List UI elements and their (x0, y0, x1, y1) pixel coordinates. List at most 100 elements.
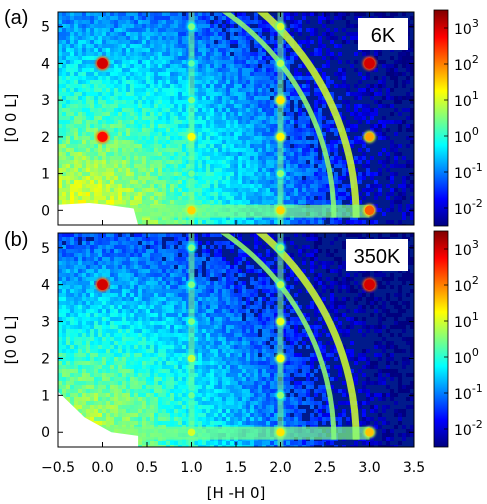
heatmap-pixel (318, 192, 322, 196)
heatmap-pixel (214, 32, 218, 36)
heatmap-pixel (106, 156, 110, 160)
heatmap-pixel (262, 56, 266, 60)
heatmap-pixel (338, 156, 342, 160)
heatmap-pixel (314, 88, 318, 92)
heatmap-pixel (162, 176, 166, 180)
heatmap-pixel (106, 184, 110, 188)
heatmap-pixel (214, 36, 218, 40)
heatmap-pixel (242, 192, 246, 196)
heatmap-pixel (170, 265, 174, 269)
heatmap-pixel (154, 56, 158, 60)
heatmap-pixel (118, 12, 122, 16)
heatmap-pixel (198, 176, 202, 180)
heatmap-pixel (82, 253, 86, 257)
heatmap-pixel (86, 245, 90, 249)
heatmap-pixel (82, 112, 86, 116)
heatmap-pixel (234, 265, 238, 269)
heatmap-pixel (226, 196, 230, 200)
heatmap-pixel (330, 281, 334, 285)
heatmap-pixel (146, 36, 150, 40)
heatmap-pixel (134, 48, 138, 52)
heatmap-pixel (114, 84, 118, 88)
heatmap-pixel (118, 168, 122, 172)
heatmap-pixel (162, 220, 166, 224)
heatmap-pixel (234, 192, 238, 196)
heatmap-pixel (362, 172, 366, 176)
heatmap-pixel (214, 24, 218, 28)
heatmap-pixel (386, 152, 390, 156)
heatmap-pixel (394, 120, 398, 124)
heatmap-pixel (226, 128, 230, 132)
heatmap-pixel (122, 281, 126, 285)
heatmap-pixel (134, 60, 138, 64)
heatmap-pixel (262, 52, 266, 56)
heatmap-pixel (310, 253, 314, 257)
heatmap-pixel (74, 281, 78, 285)
heatmap-pixel (258, 124, 262, 128)
heatmap-pixel (170, 16, 174, 20)
heatmap-pixel (382, 12, 386, 16)
heatmap-pixel (202, 144, 206, 148)
heatmap-pixel (298, 124, 302, 128)
heatmap-pixel (74, 269, 78, 273)
heatmap-pixel (146, 249, 150, 253)
heatmap-pixel (290, 16, 294, 20)
heatmap-pixel (194, 96, 198, 100)
heatmap-pixel (206, 136, 210, 140)
heatmap-pixel (270, 220, 274, 224)
heatmap-pixel (62, 140, 66, 144)
heatmap-pixel (290, 148, 294, 152)
heatmap-pixel (334, 249, 338, 253)
heatmap-pixel (266, 253, 270, 257)
heatmap-pixel (198, 132, 202, 136)
heatmap-pixel (206, 176, 210, 180)
heatmap-pixel (82, 265, 86, 269)
heatmap-pixel (106, 273, 110, 277)
heatmap-pixel (142, 220, 146, 224)
heatmap-pixel (322, 192, 326, 196)
heatmap-pixel (186, 52, 190, 56)
heatmap-pixel (238, 100, 242, 104)
heatmap-pixel (174, 124, 178, 128)
heatmap-pixel (214, 273, 218, 277)
heatmap-pixel (202, 124, 206, 128)
heatmap-pixel (66, 257, 70, 261)
heatmap-pixel (302, 128, 306, 132)
heatmap-pixel (250, 160, 254, 164)
heatmap-pixel (282, 56, 286, 60)
heatmap-pixel (222, 32, 226, 36)
heatmap-pixel (186, 36, 190, 40)
heatmap-pixel (274, 168, 278, 172)
heatmap-pixel (286, 60, 290, 64)
heatmap-pixel (262, 64, 266, 68)
heatmap-pixel (154, 277, 158, 281)
heatmap-pixel (194, 160, 198, 164)
heatmap-pixel (150, 44, 154, 48)
heatmap-pixel (326, 184, 330, 188)
heatmap-pixel (74, 72, 78, 76)
heatmap-pixel (242, 241, 246, 245)
heatmap-pixel (262, 196, 266, 200)
heatmap-pixel (274, 40, 278, 44)
heatmap-pixel (94, 16, 98, 20)
heatmap-pixel (162, 156, 166, 160)
heatmap-pixel (214, 136, 218, 140)
heatmap-pixel (114, 192, 118, 196)
heatmap-pixel (202, 156, 206, 160)
heatmap-pixel (98, 261, 102, 265)
heatmap-pixel (90, 44, 94, 48)
heatmap-pixel (290, 220, 294, 224)
heatmap-pixel (130, 152, 134, 156)
heatmap-pixel (126, 120, 130, 124)
heatmap-pixel (338, 180, 342, 184)
heatmap-pixel (234, 277, 238, 281)
heatmap-pixel (314, 281, 318, 285)
heatmap-pixel (286, 104, 290, 108)
heatmap-pixel (142, 124, 146, 128)
heatmap-pixel (98, 237, 102, 241)
heatmap-pixel (154, 40, 158, 44)
heatmap-pixel (210, 100, 214, 104)
heatmap-pixel (142, 120, 146, 124)
heatmap-pixel (174, 72, 178, 76)
heatmap-pixel (74, 184, 78, 188)
